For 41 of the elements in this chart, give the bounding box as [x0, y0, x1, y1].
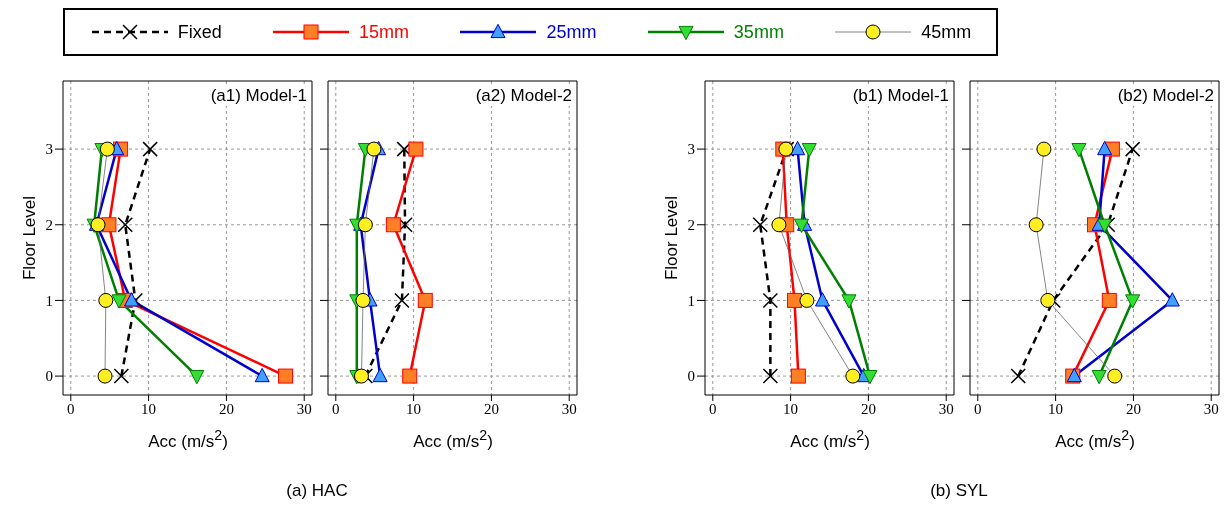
x-tick-label: 30 [938, 400, 954, 417]
chart-title: (a1) Model-1 [210, 86, 307, 106]
x-tick-label: 10 [783, 400, 799, 417]
x-tick-label: 30 [296, 400, 312, 417]
y-tick-label: 2 [687, 217, 695, 234]
legend-label: 15mm [359, 21, 410, 43]
y-axis-title: Floor Level [662, 194, 682, 283]
x-tick-label: 10 [406, 400, 422, 417]
y-tick-label: 0 [687, 368, 695, 385]
x-tick-label: 0 [709, 400, 717, 417]
chart-title: (b2) Model-2 [1117, 86, 1214, 106]
x-axis-title: Acc (m/s$^{2}$) [147, 427, 229, 452]
x-axis-title: Acc (m/s$^{2}$) [1054, 427, 1136, 452]
y-tick-label: 1 [45, 292, 53, 309]
x-tick-label: 30 [1203, 400, 1219, 417]
x-tick-label: 20 [218, 400, 234, 417]
legend-label: Fixed [177, 21, 222, 43]
x-tick-label: 20 [860, 400, 876, 417]
x-axis-title: Acc (m/s$^{2}$) [789, 427, 871, 452]
x-tick-label: 30 [561, 400, 577, 417]
chart-title: (a2) Model-2 [475, 86, 572, 106]
legend-label: 25mm [546, 21, 597, 43]
x-tick-label: 20 [1125, 400, 1141, 417]
x-axis-title: Acc (m/s$^{2}$) [412, 427, 494, 452]
x-tick-label: 10 [1048, 400, 1064, 417]
x-tick-label: 10 [141, 400, 157, 417]
y-axis-title: Floor Level [20, 194, 40, 283]
y-tick-label: 3 [687, 141, 695, 158]
x-tick-label: 20 [483, 400, 499, 417]
y-tick-label: 1 [687, 292, 695, 309]
x-tick-label: 0 [67, 400, 75, 417]
text: (b) SYL [930, 481, 988, 501]
legend-label: 35mm [733, 21, 784, 43]
y-tick-label: 3 [45, 141, 53, 158]
chart-title: (b1) Model-1 [852, 86, 949, 106]
text: (a) HAC [286, 481, 348, 501]
x-tick-label: 0 [332, 400, 340, 417]
x-tick-label: 0 [974, 400, 982, 417]
legend-label: 45mm [921, 21, 972, 43]
y-tick-label: 2 [45, 217, 53, 234]
y-tick-label: 0 [45, 368, 53, 385]
